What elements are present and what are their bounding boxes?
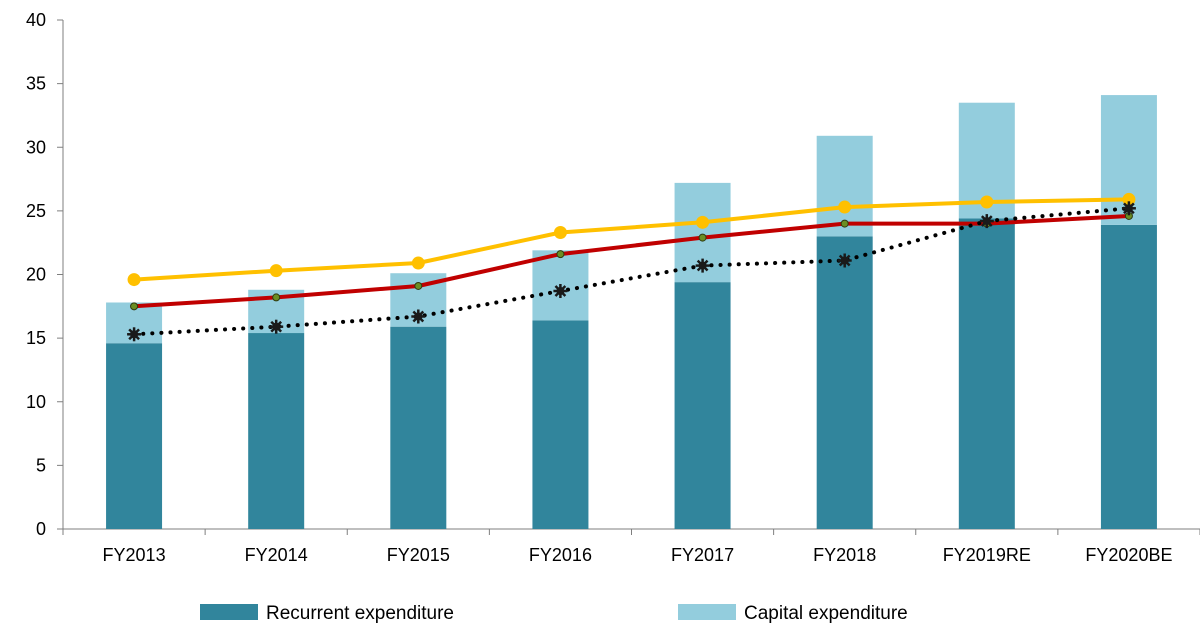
x-tick-label: FY2016 — [529, 545, 592, 565]
line-point — [127, 327, 142, 342]
line-point — [556, 250, 565, 259]
legend-swatch-recurrent — [200, 604, 258, 620]
star-core — [414, 312, 423, 321]
line-point — [411, 256, 425, 270]
y-tick-label: 40 — [26, 10, 46, 30]
star-core — [272, 322, 281, 331]
x-tick-label: FY2019RE — [943, 545, 1031, 565]
lines — [127, 192, 1136, 342]
star-core — [840, 256, 849, 265]
line-point — [269, 319, 284, 334]
line-point — [1122, 192, 1136, 206]
legend: Recurrent expenditure Capital expenditure — [200, 603, 908, 624]
y-tick-label: 25 — [26, 201, 46, 221]
line-point — [837, 253, 852, 268]
legend-swatch-capital — [678, 604, 736, 620]
bar-recurrent — [248, 333, 305, 529]
line-point — [1121, 201, 1136, 216]
star-core — [982, 217, 991, 226]
line-point — [840, 219, 849, 228]
x-tick-label: FY2014 — [245, 545, 308, 565]
y-tick-label: 30 — [26, 137, 46, 157]
bar-recurrent — [816, 236, 873, 529]
line-point — [553, 226, 567, 240]
y-tick-label: 35 — [26, 74, 46, 94]
y-tick-label: 5 — [36, 455, 46, 475]
star-core — [1124, 204, 1133, 213]
line-point — [979, 214, 994, 229]
y-tick-label: 15 — [26, 328, 46, 348]
line-point — [411, 309, 426, 324]
y-tick-label: 10 — [26, 392, 46, 412]
y-tick-label: 0 — [36, 519, 46, 539]
legend-label-capital: Capital expenditure — [744, 603, 908, 624]
line-series-2 — [132, 214, 1131, 309]
x-tick-label: FY2013 — [103, 545, 166, 565]
star-core — [130, 330, 139, 339]
line-point — [127, 273, 141, 287]
line-point — [414, 281, 423, 290]
x-tick-label: FY2018 — [813, 545, 876, 565]
bar-capital — [816, 135, 873, 237]
line-point — [696, 215, 710, 229]
line-point — [553, 284, 568, 298]
line-point — [698, 233, 707, 242]
bars — [106, 95, 1157, 529]
x-tick-label: FY2015 — [387, 545, 450, 565]
bar-recurrent — [390, 326, 447, 529]
x-axis: FY2013 FY2014 FY2015 FY2016 FY2017 FY2018 FY20… — [62, 528, 1200, 565]
bar-recurrent — [958, 218, 1015, 529]
line-point — [695, 258, 710, 273]
star-core — [698, 261, 707, 270]
y-axis: 0 5 10 15 20 25 30 35 40 — [26, 10, 64, 539]
star-core — [556, 287, 565, 295]
legend-label-recurrent: Recurrent expenditure — [266, 603, 454, 624]
bar-recurrent — [106, 343, 163, 529]
line-point — [130, 302, 139, 311]
line-point — [269, 264, 283, 278]
bar-recurrent — [1100, 224, 1157, 529]
x-tick-label: FY2017 — [671, 545, 734, 565]
y-tick-label: 20 — [26, 265, 46, 285]
line-series-3 — [132, 206, 1131, 337]
bar-recurrent — [674, 282, 731, 529]
line-series-1 — [132, 197, 1131, 282]
line-point — [838, 200, 852, 214]
line-point — [272, 293, 281, 302]
bar-recurrent — [532, 320, 589, 529]
x-tick-label: FY2020BE — [1085, 545, 1172, 565]
line-point — [980, 195, 994, 209]
